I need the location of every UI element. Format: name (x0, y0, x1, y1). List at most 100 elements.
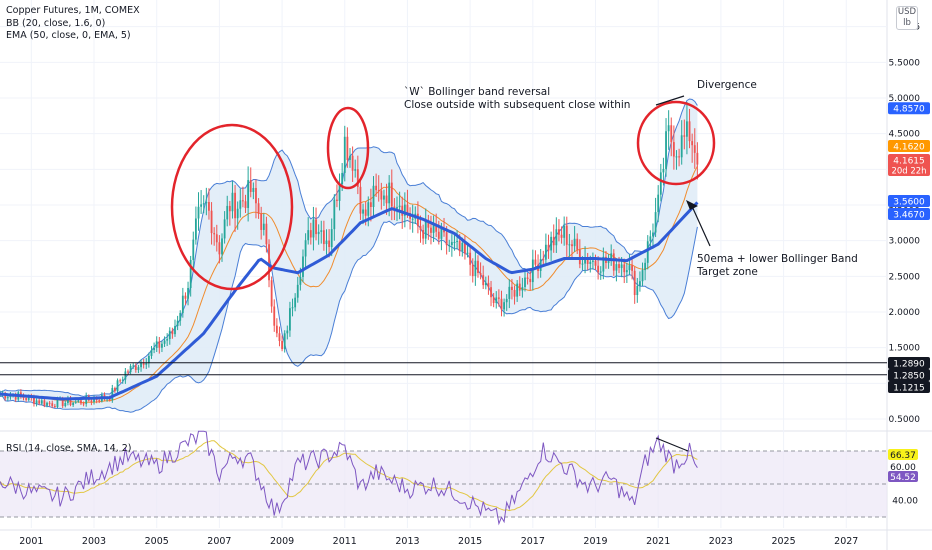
annotation-circle-2011 (326, 106, 370, 190)
candle-body (249, 180, 252, 192)
candle-body (628, 265, 631, 271)
candle-body (116, 380, 119, 392)
candle-body (372, 185, 375, 207)
candle-body (312, 219, 315, 238)
x-tick-label: 2017 (521, 536, 545, 547)
candle-body (14, 395, 17, 400)
bb-legend: BB (20, close, 1.6, 0) (6, 17, 106, 29)
price-label-text: 1.1215 (893, 384, 925, 394)
candle-body (612, 253, 615, 271)
candle-body (302, 256, 304, 277)
candle-body (309, 230, 312, 238)
candle-body (330, 229, 333, 248)
candle-body (35, 400, 38, 404)
candle-body (529, 278, 532, 283)
candle-body (646, 241, 649, 263)
candle-body (294, 297, 297, 308)
candle-body (610, 253, 613, 261)
candle-body (163, 340, 166, 344)
price-label-text: 4.8570 (893, 105, 925, 115)
candle-body (563, 225, 566, 238)
candle-body (239, 200, 242, 209)
currency-button[interactable]: USD (897, 7, 917, 17)
x-tick-label: 2025 (771, 536, 795, 547)
candle-body (479, 273, 482, 276)
unit-selector[interactable]: USD lb (896, 6, 918, 30)
price-label: 1.1215 (888, 381, 930, 394)
candle-body (490, 287, 492, 298)
candle-body (440, 228, 443, 239)
candle-body (296, 284, 299, 298)
candle-body (231, 192, 234, 212)
candle-body (461, 242, 464, 252)
candle-body (119, 380, 122, 382)
candle-body (568, 244, 571, 246)
candle-body (448, 245, 451, 247)
price-label: 4.8570 (888, 102, 930, 115)
candle-body (487, 282, 490, 288)
candle-body (639, 281, 641, 286)
candle-body (56, 398, 59, 407)
candle-body (430, 227, 432, 233)
candle-body (644, 262, 647, 271)
bb-lower-band (0, 219, 698, 413)
candle-body (333, 199, 336, 230)
candle-body (497, 297, 500, 299)
candle-body (66, 398, 69, 403)
candle-body (670, 125, 673, 143)
candle-body (40, 400, 43, 404)
candle-body (383, 195, 385, 200)
price-label-text: 3.4670 (893, 211, 925, 221)
x-tick-label: 2019 (583, 536, 607, 547)
candle-body (247, 180, 250, 208)
candle-body (322, 230, 325, 245)
candle-body (304, 240, 307, 257)
candle-body (594, 260, 597, 266)
divergence-annotation: Divergence (697, 79, 757, 91)
price-label-bg (888, 102, 930, 115)
x-tick-label: 2021 (646, 536, 670, 547)
candle-body (526, 277, 529, 279)
candle-body (466, 252, 469, 254)
candle-body (450, 242, 453, 246)
candle-body (500, 298, 503, 310)
candle-body (85, 396, 88, 404)
rsi-value-label-text: 66.37 (890, 451, 916, 461)
candle-body (680, 135, 683, 158)
price-label-text: 4.1620 (893, 143, 925, 153)
candle-body (98, 400, 101, 402)
unit-button[interactable]: lb (903, 18, 911, 28)
candle-body (518, 283, 521, 291)
price-label-bg (888, 357, 930, 369)
candle-body (218, 242, 221, 255)
candle-body (260, 213, 263, 230)
candle-body (174, 326, 176, 335)
candle-body (38, 400, 41, 404)
candle-body (367, 202, 370, 216)
candle-body (197, 206, 200, 219)
rsi-value-label: 54.52 (888, 471, 918, 483)
candle-body (665, 131, 667, 169)
bb-upper-band (0, 98, 698, 398)
candle-body (171, 330, 174, 335)
candle-body (672, 142, 675, 157)
candle-body (406, 204, 409, 214)
candle-body (255, 187, 257, 204)
candle-body (482, 275, 485, 286)
candle-body (364, 209, 367, 216)
candle-body (176, 320, 179, 327)
candle-body (398, 205, 401, 208)
candle-body (221, 238, 223, 255)
candle-body (573, 238, 576, 247)
annotation-circle-2022 (636, 100, 716, 186)
candle-body (351, 155, 354, 171)
candle-body (534, 259, 537, 265)
price-label-bg (888, 381, 930, 393)
candle-body (43, 400, 46, 406)
candle-body (503, 302, 506, 310)
candle-body (343, 136, 346, 173)
y-tick-label: 4.5000 (889, 130, 921, 140)
candle-body (234, 192, 236, 219)
